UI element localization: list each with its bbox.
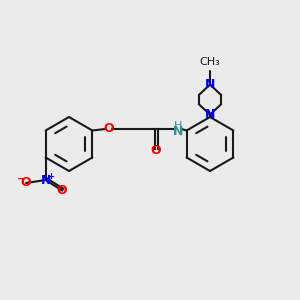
Text: +: + — [47, 172, 55, 181]
Text: CH₃: CH₃ — [200, 58, 220, 68]
Text: N: N — [40, 173, 51, 187]
Text: O: O — [103, 122, 114, 136]
Text: N: N — [173, 125, 183, 139]
Text: H: H — [174, 121, 182, 131]
Text: N: N — [205, 78, 215, 91]
Text: O: O — [57, 184, 68, 197]
Text: −: − — [17, 173, 25, 184]
Text: O: O — [21, 176, 32, 190]
Text: N: N — [205, 108, 215, 121]
Text: O: O — [150, 143, 161, 157]
